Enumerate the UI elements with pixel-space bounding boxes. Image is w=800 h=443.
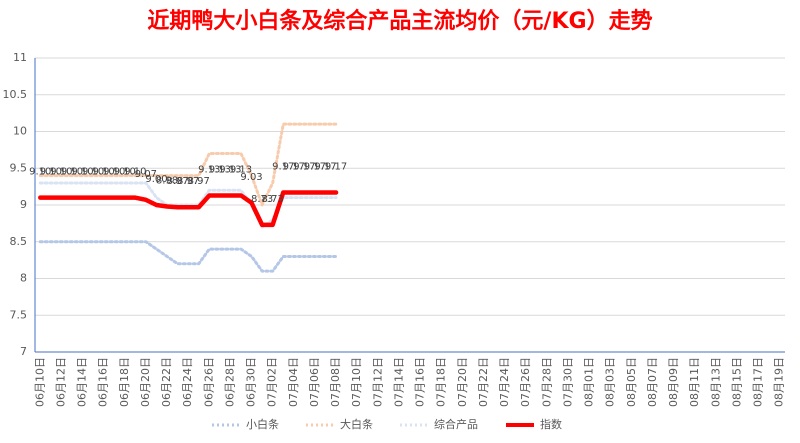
x-tick-label: 07月08日 — [329, 357, 342, 407]
data-label: 9.17 — [283, 162, 305, 173]
x-tick-label: 08月09日 — [667, 357, 680, 407]
data-label: 9.10 — [114, 167, 136, 178]
x-tick-label: 08月03日 — [604, 357, 617, 407]
x-tick-label: 08月05日 — [625, 357, 638, 407]
legend-label: 综合产品 — [434, 417, 478, 431]
x-tick-label: 06月14日 — [76, 357, 89, 407]
y-tick-label: 10 — [13, 125, 27, 138]
x-tick-label: 07月30日 — [561, 357, 574, 407]
x-tick-label: 06月22日 — [160, 357, 173, 407]
data-label: 8.97 — [166, 176, 188, 187]
legend-label: 小白条 — [246, 417, 279, 431]
x-tick-label: 07月28日 — [540, 357, 553, 407]
x-tick-label: 08月07日 — [646, 357, 659, 407]
data-label: 9.17 — [272, 162, 294, 173]
data-label: 8.97 — [177, 176, 199, 187]
legend-label: 大白条 — [340, 417, 373, 431]
data-label: 9.17 — [325, 162, 347, 173]
data-label: 9.10 — [29, 167, 51, 178]
y-tick-label: 10.5 — [3, 88, 28, 101]
x-tick-label: 07月18日 — [435, 357, 448, 407]
data-label: 9.10 — [93, 167, 115, 178]
data-label: 9.10 — [71, 167, 93, 178]
data-label: 9.17 — [304, 162, 326, 173]
data-label: 9.10 — [103, 167, 125, 178]
x-tick-label: 07月16日 — [414, 357, 427, 407]
series-line — [38, 240, 338, 273]
series-line — [38, 190, 339, 228]
x-tick-label: 06月30日 — [245, 357, 258, 407]
data-label: 9.13 — [230, 164, 252, 175]
x-tick-label: 07月14日 — [392, 357, 405, 407]
x-tick-label: 08月01日 — [583, 357, 596, 407]
data-label: 9.00 — [145, 174, 167, 185]
x-tick-label: 08月17日 — [752, 357, 765, 407]
data-label: 9.10 — [50, 167, 72, 178]
x-tick-label: 07月06日 — [308, 357, 321, 407]
x-tick-label: 08月19日 — [773, 357, 786, 407]
data-label: 8.98 — [156, 175, 178, 186]
x-tick-label: 07月22日 — [477, 357, 490, 407]
data-label: 8.73 — [251, 194, 273, 205]
y-tick-label: 7 — [20, 345, 27, 358]
x-tick-label: 07月04日 — [287, 357, 300, 407]
data-label: 8.73 — [262, 194, 284, 205]
y-tick-label: 11 — [13, 51, 27, 64]
x-tick-label: 08月15日 — [730, 357, 743, 407]
y-tick-label: 7.5 — [10, 308, 28, 321]
x-tick-label: 07月20日 — [456, 357, 469, 407]
legend-label: 指数 — [540, 417, 562, 431]
x-tick-label: 07月12日 — [371, 357, 384, 407]
data-label: 9.13 — [209, 164, 231, 175]
data-label: 9.10 — [124, 167, 146, 178]
data-label: 9.17 — [293, 162, 315, 173]
x-tick-label: 07月02日 — [266, 357, 279, 407]
data-label: 9.13 — [219, 164, 241, 175]
x-tick-label: 06月10日 — [33, 357, 46, 407]
x-tick-label: 06月18日 — [118, 357, 131, 407]
x-tick-label: 06月16日 — [97, 357, 110, 407]
data-label: 9.07 — [135, 169, 157, 180]
x-tick-label: 06月28日 — [223, 357, 236, 407]
x-tick-label: 07月26日 — [519, 357, 532, 407]
y-tick-label: 9.5 — [10, 161, 28, 174]
x-tick-label: 08月11日 — [688, 357, 701, 407]
data-label: 8.97 — [188, 176, 210, 187]
x-tick-label: 06月20日 — [139, 357, 152, 407]
data-label: 9.03 — [240, 172, 262, 183]
series-line — [38, 122, 338, 207]
data-label: 9.10 — [61, 167, 83, 178]
x-tick-label: 08月13日 — [709, 357, 722, 407]
y-tick-label: 8.5 — [10, 235, 28, 248]
y-tick-label: 8 — [20, 272, 27, 285]
x-tick-label: 07月10日 — [350, 357, 363, 407]
data-label: 9.10 — [82, 167, 104, 178]
data-label: 9.10 — [40, 167, 62, 178]
x-tick-label: 06月12日 — [54, 357, 67, 407]
data-label: 9.17 — [314, 162, 336, 173]
x-tick-label: 06月24日 — [181, 357, 194, 407]
data-label: 9.13 — [198, 164, 220, 175]
x-tick-label: 07月24日 — [498, 357, 511, 407]
x-tick-label: 06月26日 — [202, 357, 215, 407]
y-tick-label: 9 — [20, 198, 27, 211]
chart-title: 近期鸭大小白条及综合产品主流均价（元/KG）走势 — [147, 8, 652, 34]
